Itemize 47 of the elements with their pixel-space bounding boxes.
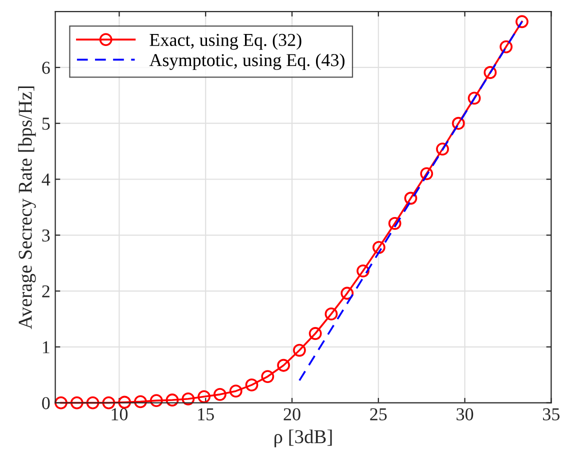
point [468,92,481,105]
y-tick-label: 4 [42,174,50,186]
y-tick-label: 0 [42,397,50,410]
point [134,395,147,408]
point [261,370,274,383]
point [198,390,211,404]
point [516,15,528,28]
y-tick-label: 3 [42,229,50,242]
point [324,307,338,320]
x-tick-label: 30 [456,408,474,420]
point [308,327,322,340]
point [245,378,258,392]
x-axis-title: ρ [3dB] [274,430,332,448]
y-tick-label: 2 [42,285,50,298]
point [182,392,195,406]
point [292,344,306,357]
point [70,396,84,410]
legend-label: Exact, using Eq. (32) [150,33,302,50]
point [54,396,68,410]
point [484,66,497,79]
y-axis-title: Average Secrecy Rate [bps/Hz] [18,86,36,330]
point [500,40,513,54]
point [372,240,386,254]
point [118,396,132,409]
x-tick-label: 15 [198,408,214,420]
point [340,286,354,300]
point [436,142,449,156]
point [86,396,100,410]
point [420,167,434,180]
point [213,388,226,401]
point [404,192,418,205]
x-tick-label: 25 [370,408,387,420]
point [166,394,179,406]
x-tick-label: 20 [284,408,300,420]
point [229,384,242,398]
y-tick-label: 5 [42,118,50,130]
x-tick-label: 35 [543,408,560,420]
point [102,396,116,410]
point [150,394,163,408]
x-tick-label: 10 [112,408,128,420]
point [452,116,465,130]
y-tick-label: 6 [42,62,50,74]
point [388,216,402,230]
y-tick-label: 1 [42,341,50,354]
point [277,358,290,372]
point [356,264,370,278]
legend-label: Asymptotic, using Eq. (43) [149,54,344,70]
